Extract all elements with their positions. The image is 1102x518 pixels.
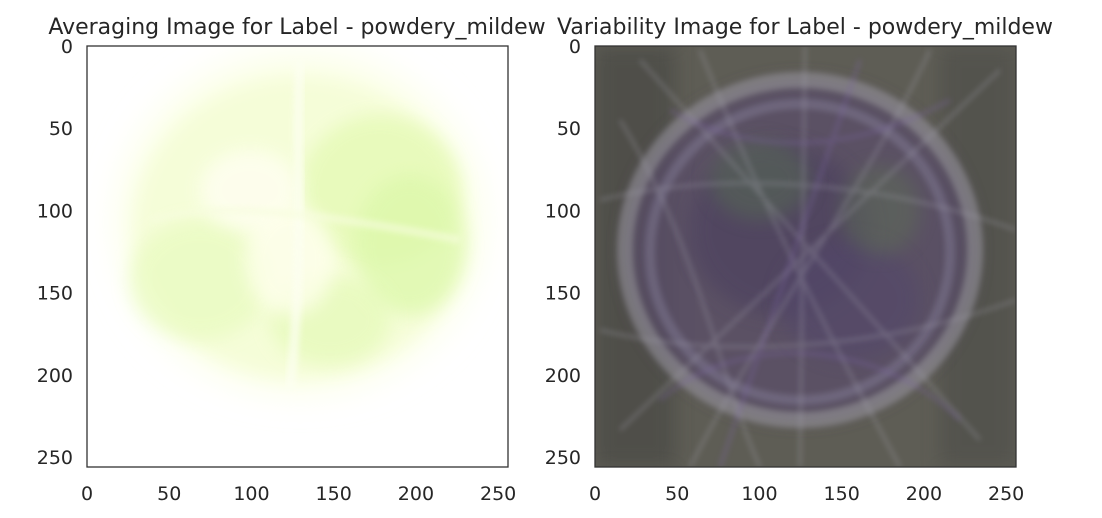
average-y-tick-label: 0	[61, 36, 73, 58]
variability-plot-frame	[594, 45, 1017, 468]
variability-x-tick-label: 50	[665, 483, 689, 505]
variability-y-tick-label: 150	[545, 283, 581, 305]
variability-y-tick-label: 200	[545, 365, 581, 387]
average-x-tick-label: 100	[233, 483, 269, 505]
average-y-tick-label: 200	[37, 365, 73, 387]
average-y-tick-label: 250	[37, 447, 73, 469]
average-x-tick-label: 200	[398, 483, 434, 505]
variability-tick-labels: 0 50 100 150 200 250 0 50 100 150 200 250	[545, 36, 1025, 505]
average-x-tick-label: 50	[157, 483, 181, 505]
average-x-tick-label: 150	[316, 483, 352, 505]
variability-y-tick-label: 50	[557, 118, 581, 140]
average-image	[87, 46, 508, 467]
average-y-tick-label: 100	[37, 200, 73, 222]
average-x-tick-label: 0	[81, 483, 93, 505]
average-chart-title: Averaging Image for Label - powdery_mild…	[48, 15, 545, 40]
average-y-tick-label: 150	[37, 283, 73, 305]
variability-chart-title: Variability Image for Label - powdery_mi…	[557, 15, 1053, 40]
variability-x-tick-label: 100	[741, 483, 777, 505]
average-x-tick-label: 250	[480, 483, 516, 505]
variability-x-tick-label: 200	[906, 483, 942, 505]
variability-y-tick-label: 0	[569, 36, 581, 58]
variability-x-tick-label: 0	[589, 483, 601, 505]
variability-x-tick-label: 250	[988, 483, 1024, 505]
variability-y-tick-label: 250	[545, 447, 581, 469]
variability-image-panel: Variability Image for Label - powdery_mi…	[545, 15, 1053, 505]
variability-image	[595, 46, 1016, 467]
variability-x-tick-label: 150	[824, 483, 860, 505]
average-tick-labels: 0 50 100 150 200 250 0 50 100 150 200 250	[37, 36, 517, 505]
average-image-panel: Averaging Image for Label - powdery_mild…	[37, 15, 546, 505]
variability-y-tick-label: 100	[545, 200, 581, 222]
average-plot-frame	[86, 45, 509, 468]
average-y-tick-label: 50	[49, 118, 73, 140]
